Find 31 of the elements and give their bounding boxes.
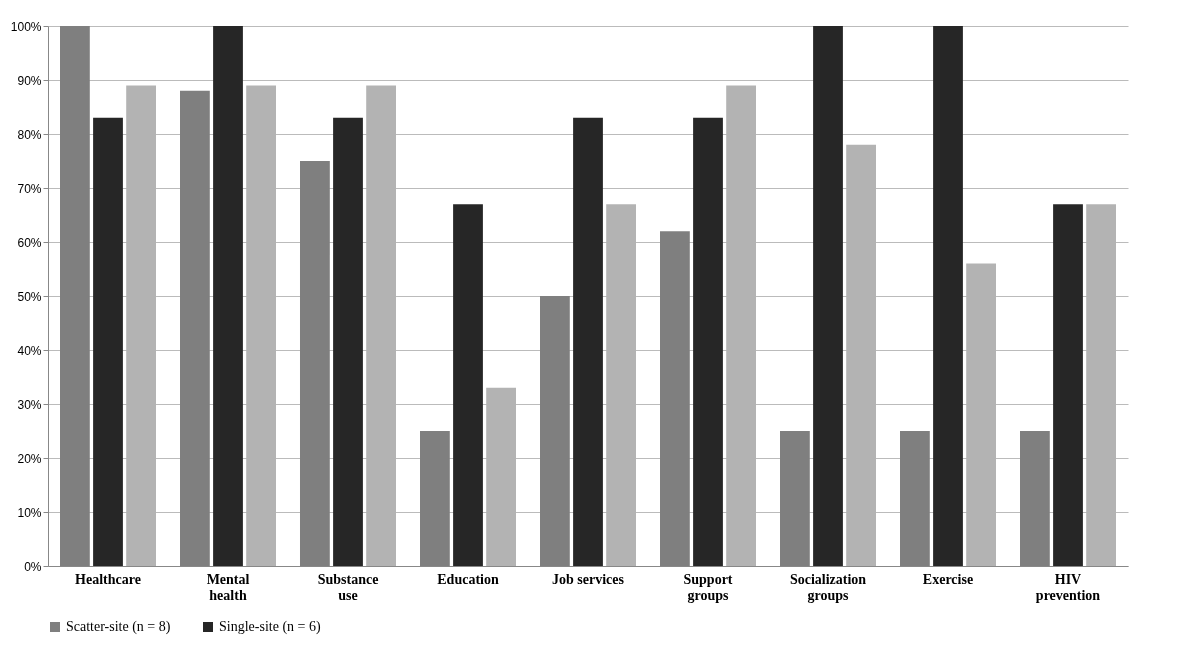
bar <box>213 26 243 566</box>
y-tick-label: 70% <box>17 181 42 196</box>
y-tick-label: 40% <box>17 343 42 358</box>
y-tick-label: 10% <box>17 505 42 520</box>
bar <box>813 26 843 566</box>
bar <box>933 26 963 566</box>
y-tick-label: 0% <box>24 559 42 574</box>
x-tick-label: HIV prevention <box>1035 571 1101 603</box>
y-tick-label: 50% <box>17 289 42 304</box>
y-tick-label: 20% <box>17 451 42 466</box>
y-tick-label: 100% <box>10 19 42 34</box>
legend-label: Scatter-site (n = 8) <box>66 619 171 635</box>
bar <box>693 117 723 566</box>
x-tick-label: Socialization groups <box>789 571 867 603</box>
y-tick-label: 30% <box>17 397 42 412</box>
bar <box>453 204 483 566</box>
bar <box>1053 204 1083 566</box>
x-tick-label: Mental health <box>206 571 250 603</box>
bar <box>573 117 603 566</box>
x-tick-label: Substance use <box>317 571 379 603</box>
x-tick-label: Education <box>437 571 499 587</box>
x-tick-label: Healthcare <box>75 571 141 587</box>
x-tick-label: Support groups <box>683 571 733 603</box>
y-tick-label: 60% <box>17 235 42 250</box>
x-tick-label: Job services <box>552 571 625 587</box>
x-tick-label: Exercise <box>922 571 974 587</box>
bar <box>93 117 123 566</box>
bar <box>333 117 363 566</box>
legend-label: Single-site (n = 6) <box>219 619 321 635</box>
y-tick-label: 80% <box>17 127 42 142</box>
y-tick-label: 90% <box>17 73 42 88</box>
